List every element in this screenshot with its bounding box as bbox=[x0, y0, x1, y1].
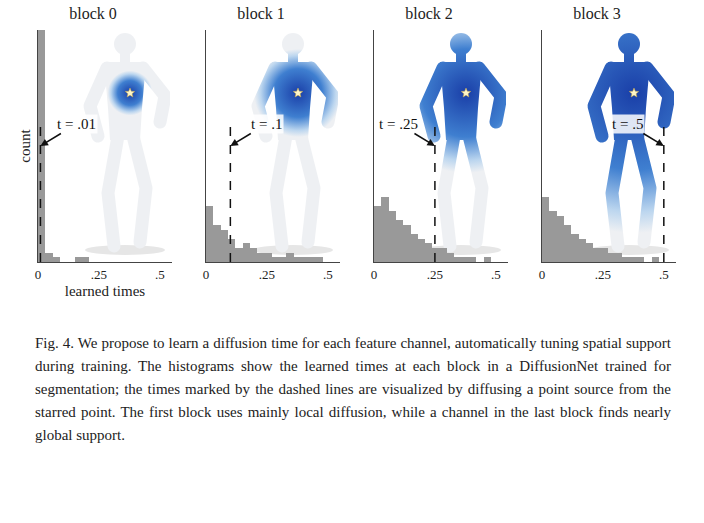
svg-text:.5: .5 bbox=[659, 267, 669, 282]
svg-text:0: 0 bbox=[371, 267, 378, 282]
svg-text:0: 0 bbox=[35, 267, 42, 282]
svg-text:.5: .5 bbox=[491, 267, 501, 282]
svg-text:.5: .5 bbox=[323, 267, 333, 282]
svg-text:.5: .5 bbox=[155, 267, 165, 282]
svg-text:t = .01: t = .01 bbox=[57, 116, 96, 132]
svg-text:0: 0 bbox=[203, 267, 210, 282]
svg-text:.25: .25 bbox=[595, 267, 611, 282]
html-text:Fig. 4. We propose to learn a: Fig. 4. We propose to learn a diffusion … bbox=[35, 335, 671, 443]
svg-text:block 1: block 1 bbox=[237, 5, 285, 22]
svg-text:.25: .25 bbox=[91, 267, 107, 282]
svg-text:t = .25: t = .25 bbox=[379, 116, 418, 132]
svg-text:t = .5: t = .5 bbox=[612, 116, 643, 132]
svg-text:count: count bbox=[17, 129, 33, 163]
svg-text:learned times: learned times bbox=[65, 283, 146, 299]
svg-text:t = .1: t = .1 bbox=[251, 116, 282, 132]
svg-text:block 0: block 0 bbox=[69, 5, 117, 22]
svg-text:.25: .25 bbox=[427, 267, 443, 282]
svg-text:block 2: block 2 bbox=[405, 5, 453, 22]
svg-text:.25: .25 bbox=[259, 267, 275, 282]
svg-text:0: 0 bbox=[539, 267, 546, 282]
svg-text:block 3: block 3 bbox=[573, 5, 621, 22]
